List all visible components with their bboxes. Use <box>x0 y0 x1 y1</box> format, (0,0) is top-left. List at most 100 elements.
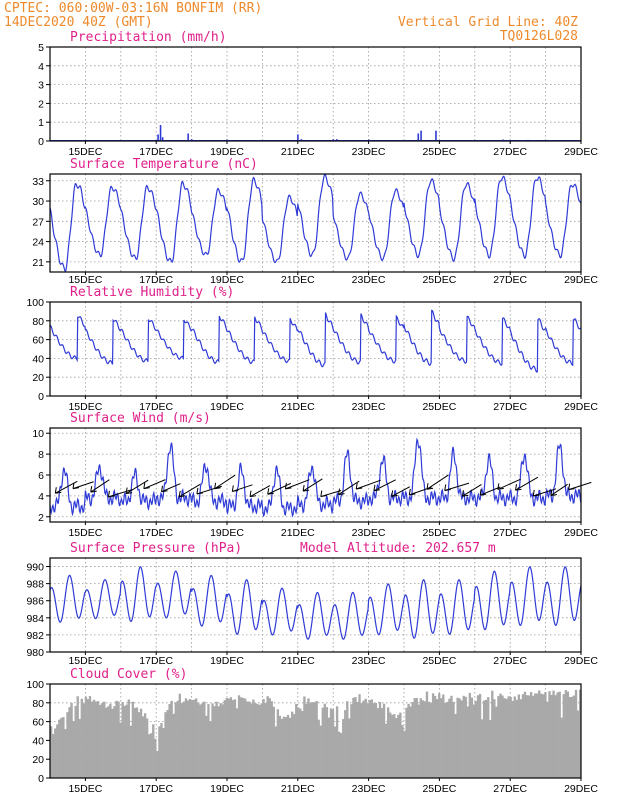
cloud-bar <box>270 701 273 778</box>
cloud-bar <box>425 691 429 778</box>
cloud-bar <box>478 693 482 778</box>
cloud-bar <box>344 710 347 778</box>
cloud-bar <box>205 715 208 778</box>
x-tick-label: 21DEC <box>281 783 315 795</box>
wind-arrow-head <box>107 490 115 498</box>
cloud-bar <box>491 690 494 778</box>
cloud-bar <box>203 701 206 778</box>
cloud-bar <box>329 708 333 778</box>
cloud-bar <box>350 704 353 778</box>
wind-arrow <box>444 482 470 491</box>
cloud-bar <box>546 701 549 778</box>
wind-arrow-head <box>408 488 416 496</box>
cloud-bar <box>503 698 506 778</box>
wind-arrow <box>143 479 166 490</box>
wind-arrow-head <box>284 482 292 490</box>
x-tick-label: 27DEC <box>493 655 527 667</box>
y-tick-label: 24 <box>32 237 44 249</box>
cloud-bar <box>246 701 249 778</box>
y-tick-label: 986 <box>26 596 44 608</box>
cloud-bar <box>274 726 277 778</box>
cloud-bar <box>148 734 151 778</box>
cloud-bar <box>519 699 523 778</box>
x-tick-label: 27DEC <box>493 401 527 413</box>
cloud-bar <box>211 703 214 778</box>
y-tick-label: 80 <box>32 698 44 710</box>
cloud-bar <box>368 700 371 778</box>
y-tick-label: 8 <box>38 449 44 461</box>
wind-arrow <box>72 481 94 490</box>
cloud-bar <box>141 716 145 778</box>
cloud-bar <box>568 697 572 778</box>
panel-cloud_cover: Cloud Cover (%) 0 20 40 60 80 100 15DEC 17DEC 19D… <box>26 667 598 795</box>
cloud-bar <box>276 709 280 778</box>
x-tick-label: 15DEC <box>68 655 102 667</box>
panel-wind: Surface Wind (m/s) 2 4 6 8 10 15DEC 17DEC 19DEC 2… <box>32 411 598 539</box>
cloud-bar <box>125 704 128 778</box>
panel-title: Surface Wind (m/s) <box>70 411 211 426</box>
x-tick-label: 29DEC <box>564 146 598 158</box>
cloud-bar <box>384 723 388 778</box>
cloud-bar <box>493 699 496 778</box>
cloud-bar <box>74 705 77 778</box>
panel-title: Surface Temperature (nC) <box>70 157 258 172</box>
y-tick-label: 60 <box>32 717 44 729</box>
cloud-bar <box>501 695 504 778</box>
cloud-bar <box>540 693 543 778</box>
cloud-bar <box>195 698 198 778</box>
cloud-bar <box>401 725 404 778</box>
cloud-bar <box>70 702 73 778</box>
x-tick-label: 15DEC <box>68 401 102 413</box>
y-tick-label: 5 <box>38 42 44 54</box>
cloud-bar <box>158 726 161 778</box>
x-tick-label: 17DEC <box>139 655 173 667</box>
cloud-bar <box>511 700 514 778</box>
cloud-bar <box>131 701 135 778</box>
cloud-bar <box>415 697 418 778</box>
cloud-bar <box>399 712 402 778</box>
cloud-bar <box>145 718 149 778</box>
cloud-bar <box>217 706 220 778</box>
cloud-bar <box>509 696 512 778</box>
cloud-bar <box>523 691 527 778</box>
cloud-bar <box>307 698 310 778</box>
cloud-bar <box>305 703 308 778</box>
x-tick-label: 23DEC <box>352 274 386 286</box>
panel-title: Precipitation (mm/h) <box>70 30 227 45</box>
cloud-bar <box>323 703 327 778</box>
cloud-bar <box>472 704 476 778</box>
y-tick-label: 20 <box>32 372 44 384</box>
y-tick-label: 30 <box>32 196 44 208</box>
wind-arrow-head <box>231 485 239 492</box>
cloud-bar <box>123 705 126 778</box>
cloud-bar <box>456 697 459 778</box>
x-tick-label: 23DEC <box>352 146 386 158</box>
cloud-bar <box>370 699 373 778</box>
cloud-bar <box>113 706 116 778</box>
cloud-bar <box>525 695 529 778</box>
cloud-bar <box>152 724 155 778</box>
cloud-bar <box>213 706 216 778</box>
cloud-bar <box>386 707 390 778</box>
x-tick-label: 29DEC <box>564 527 598 539</box>
panel-humidity: Relative Humidity (%) 0 20 40 60 80 100 15DEC 17… <box>26 285 598 413</box>
cloud-bar <box>170 700 173 778</box>
y-tick-label: 100 <box>26 679 44 691</box>
precip-bar <box>420 130 422 141</box>
x-tick-label: 19DEC <box>210 783 244 795</box>
panel-title: Surface Pressure (hPa) <box>70 541 242 556</box>
cloud-bar <box>423 701 427 778</box>
cloud-bar <box>137 712 141 778</box>
x-tick-label: 29DEC <box>564 655 598 667</box>
cloud-bar <box>80 698 83 778</box>
cloud-bar <box>82 703 86 778</box>
wind-arrow-head <box>143 482 150 490</box>
cloud-bar <box>409 706 412 778</box>
cloud-bar <box>244 698 247 778</box>
cloud-bar <box>62 717 65 778</box>
x-tick-label: 29DEC <box>564 783 598 795</box>
cloud-bar <box>554 695 557 778</box>
cloud-bar <box>88 696 92 778</box>
panel-title: Relative Humidity (%) <box>70 285 234 300</box>
precip-bar <box>435 130 437 141</box>
